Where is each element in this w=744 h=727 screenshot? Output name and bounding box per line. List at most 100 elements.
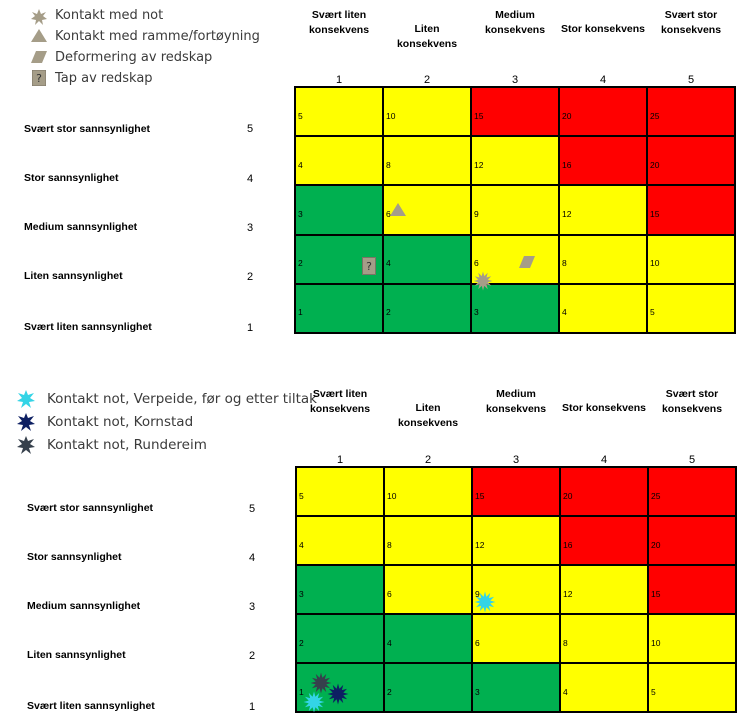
probability-label: Stor sannsynlighet	[24, 172, 119, 184]
cell-value: 12	[475, 539, 485, 550]
matrix-cell: 5	[647, 283, 735, 333]
matrix-cell: 20	[560, 467, 648, 516]
cell-value: 4	[562, 307, 567, 318]
cell-value: 9	[475, 588, 480, 599]
matrix-cell: 20	[647, 136, 735, 186]
legend-label: Deformering av redskap	[55, 50, 213, 65]
cell-value: 16	[562, 159, 572, 170]
probability-label: Svært liten sannsynlighet	[24, 321, 152, 333]
probability-number: 4	[248, 552, 256, 564]
cell-value: 6	[474, 258, 479, 269]
probability-label: Medium sannsynlighet	[27, 600, 141, 612]
probability-label: Svært stor sannsynlighet	[27, 502, 154, 514]
cell-value: 10	[386, 110, 396, 121]
matrix-cell: 4	[559, 283, 647, 333]
navy-star-icon	[327, 683, 349, 705]
cell-value: 3	[298, 208, 303, 219]
cell-value: 10	[387, 490, 397, 501]
cell-value: 4	[299, 539, 304, 550]
question-box-icon: ?	[362, 256, 376, 275]
matrix-cell: 15	[472, 467, 560, 516]
consequence-label: Stor konsekvens	[561, 402, 647, 414]
consequence-number: 1	[335, 74, 343, 86]
svg-text:?: ?	[36, 72, 42, 85]
cell-value: 12	[562, 208, 572, 219]
matrix-cell: 5	[295, 87, 383, 137]
cell-value: 1	[299, 686, 304, 697]
cell-value: 20	[563, 490, 573, 501]
probability-number: 1	[248, 701, 256, 713]
legend-label: Tap av redskap	[55, 71, 153, 86]
probability-number: 2	[248, 650, 256, 662]
cell-value: 8	[387, 539, 392, 550]
probability-label: Svært liten sannsynlighet	[27, 700, 155, 712]
probability-label: Liten sannsynlighet	[24, 270, 123, 282]
cyan-star-icon	[474, 591, 496, 613]
darkgray-star-icon	[310, 672, 332, 694]
triangle-icon	[390, 203, 407, 217]
matrix-cell: 6	[384, 565, 472, 614]
consequence-label: Liten konsekvens	[397, 402, 459, 429]
consequence-number: 5	[688, 454, 696, 466]
matrix-cell: 3	[295, 185, 383, 235]
legend-label: Kontakt med not	[55, 8, 164, 23]
matrix-cell: 12	[559, 185, 647, 235]
matrix-cell: 20	[648, 516, 736, 565]
cell-value: 1	[298, 307, 303, 318]
consequence-label: Svært liten konsekvens	[308, 9, 370, 36]
cell-value: 10	[651, 637, 661, 648]
matrix-cell: 8	[559, 234, 647, 284]
svg-text:?: ?	[366, 260, 372, 273]
consequence-number: 3	[511, 74, 519, 86]
cell-value: 8	[386, 159, 391, 170]
cell-value: 3	[299, 588, 304, 599]
matrix-cell: 5	[648, 663, 736, 712]
probability-number: 5	[248, 503, 256, 515]
cell-value: 12	[474, 159, 484, 170]
matrix-cell: 2	[384, 663, 472, 712]
legend-label: Kontakt not, Rundereim	[47, 437, 207, 453]
consequence-number: 1	[336, 454, 344, 466]
matrix-cell: 20	[559, 87, 647, 137]
matrix-cell: 5	[296, 467, 384, 516]
cell-value: 6	[386, 208, 391, 219]
navy-star-icon	[17, 413, 35, 431]
cell-value: 4	[298, 159, 303, 170]
matrix-cell: 16	[560, 516, 648, 565]
matrix-cell: 25	[647, 87, 735, 137]
matrix-cell: 6	[472, 614, 560, 663]
cell-value: 5	[299, 490, 304, 501]
parallelogram-icon	[518, 255, 535, 268]
cell-value: 20	[562, 110, 572, 121]
matrix-cell: 15	[471, 87, 559, 137]
matrix-cell: 3	[472, 663, 560, 712]
cell-value: 15	[475, 490, 485, 501]
cell-value: 5	[650, 307, 655, 318]
consequence-label: Svært stor konsekvens	[661, 388, 723, 415]
matrix-cell: 8	[383, 136, 471, 186]
cell-value: 8	[562, 258, 567, 269]
matrix-cell: 4	[296, 516, 384, 565]
probability-label: Svært stor sannsynlighet	[24, 123, 151, 135]
matrix-cell: 12	[560, 565, 648, 614]
legend-label: Kontakt not, Kornstad	[47, 414, 194, 430]
consequence-label: Medium konsekvens	[485, 388, 547, 415]
cyan-star-icon	[17, 390, 35, 408]
consequence-number: 4	[600, 454, 608, 466]
matrix-cell: 2	[296, 614, 384, 663]
cell-value: 2	[298, 258, 303, 269]
cell-value: 4	[563, 686, 568, 697]
darkgray-star-icon	[17, 436, 35, 454]
consequence-number: 2	[423, 74, 431, 86]
cell-value: 2	[386, 307, 391, 318]
probability-number: 1	[246, 322, 254, 334]
matrix-cell: 12	[471, 136, 559, 186]
cell-value: 2	[299, 637, 304, 648]
matrix-cell: 2	[383, 283, 471, 333]
matrix-cell: 3	[296, 565, 384, 614]
matrix-cell: 10	[647, 234, 735, 284]
consequence-label: Liten konsekvens	[396, 23, 458, 50]
risk-grid: 5 10 15 20 25 4 8 12 16 20 3 6 9 12 15 2 4 6 8 10 1 2 3 4 5	[294, 86, 736, 334]
star-icon	[31, 9, 47, 25]
consequence-label: Svært liten konsekvens	[309, 388, 371, 415]
